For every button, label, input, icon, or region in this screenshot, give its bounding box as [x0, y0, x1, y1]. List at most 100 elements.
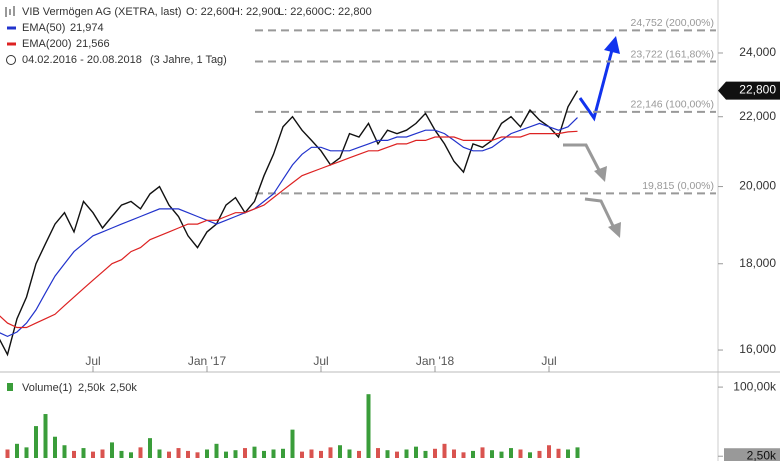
arrow-head — [594, 166, 607, 182]
x-tick-label: Jul — [313, 354, 328, 368]
volume-bar — [100, 449, 105, 458]
volume-bar — [556, 448, 561, 458]
date-range: 04.02.2016 - 20.08.2018 — [22, 54, 142, 66]
volume-legend-value: 2,50k — [110, 382, 137, 394]
volume-bar — [404, 449, 409, 458]
y-tick-label: 100,00k — [733, 379, 777, 393]
volume-bar — [157, 449, 162, 458]
arrow-down — [563, 143, 602, 173]
last-price-label: 22,800 — [739, 83, 776, 97]
volume-bar — [547, 445, 551, 458]
volume-bar — [72, 450, 76, 458]
ema-line — [0, 130, 578, 329]
volume-last-box — [724, 448, 780, 461]
fib-label: 22,146 (100,00%) — [631, 99, 714, 111]
volume-bar — [34, 426, 38, 458]
x-tick-label: Jul — [85, 354, 100, 368]
volume-bar — [518, 449, 523, 458]
volume-bar — [176, 448, 181, 458]
x-tick-label: Jul — [541, 354, 556, 368]
ohlc: H: 22,900 — [232, 6, 280, 18]
legend-label: EMA(50) — [22, 22, 65, 34]
volume-bar — [385, 450, 390, 458]
arrow-head — [604, 36, 620, 54]
volume-bar — [53, 436, 57, 458]
volume-bar — [461, 452, 466, 458]
ohlc: O: 22,600 — [186, 6, 234, 18]
y-tick-label: 24,000 — [739, 45, 776, 59]
y-tick-label: 2,50k — [747, 448, 777, 461]
volume-bar — [129, 452, 133, 458]
volume-bar — [252, 446, 257, 458]
volume-bar — [528, 452, 532, 458]
volume-bar — [471, 450, 475, 458]
volume-title: Volume(1) — [22, 382, 72, 394]
volume-bar — [148, 438, 152, 458]
arrow-head — [608, 222, 621, 238]
volume-bar — [376, 448, 380, 458]
volume-bar — [347, 449, 352, 458]
arrow-down — [584, 197, 616, 229]
price-line — [0, 90, 579, 357]
y-tick-label: 20,000 — [739, 179, 776, 193]
volume-bar — [5, 449, 10, 458]
volume-bar — [338, 445, 342, 458]
volume-bar — [452, 449, 456, 458]
x-tick-label: Jan '18 — [416, 354, 455, 368]
volume-bar — [110, 442, 114, 458]
clock-icon — [6, 55, 16, 65]
fib-label: 24,752 (200,00%) — [631, 17, 714, 29]
volume-bar — [442, 443, 447, 458]
volume-bar — [328, 447, 333, 458]
volume-bar — [91, 451, 95, 458]
volume-bar — [319, 450, 323, 458]
volume-bar — [537, 450, 542, 458]
legend-value: 21,566 — [76, 38, 110, 50]
volume-bar — [357, 450, 361, 458]
fib-label: 23,722 (161,80%) — [631, 48, 714, 60]
y-tick-label: 18,000 — [739, 256, 776, 270]
volume-bar — [423, 450, 428, 458]
y-tick-label: 22,000 — [739, 109, 776, 123]
volume-bar — [43, 414, 48, 458]
volume-bar — [414, 446, 418, 458]
volume-bar — [281, 448, 285, 458]
volume-bar — [575, 447, 580, 458]
volume-bar — [566, 449, 570, 458]
volume-bar — [243, 448, 247, 458]
volume-bar — [119, 450, 124, 458]
legend-label: EMA(200) — [22, 38, 72, 50]
volume-bar — [271, 449, 276, 458]
volume-bar — [195, 452, 200, 458]
arrow-up — [578, 49, 614, 122]
x-tick-label: Jan '17 — [188, 354, 227, 368]
volume-bar — [205, 449, 209, 458]
fib-label: 19,815 (0,00%) — [642, 180, 714, 192]
volume-bar — [300, 451, 304, 458]
volume-bar — [366, 394, 371, 458]
volume-bar — [499, 451, 504, 458]
volume-legend-value: 2,50k — [78, 382, 105, 394]
volume-bar — [167, 451, 171, 458]
volume-bar — [262, 450, 266, 458]
period: (3 Jahre, 1 Tag) — [150, 54, 227, 66]
volume-bar — [186, 450, 190, 458]
volume-bar — [62, 445, 67, 458]
legend-value: 21,974 — [70, 22, 104, 34]
volume-legend-swatch — [7, 383, 13, 391]
volume-bar — [309, 449, 314, 458]
y-tick-label: 16,000 — [739, 342, 776, 356]
volume-bar — [509, 448, 513, 458]
volume-bar — [395, 451, 399, 458]
ema-line — [0, 117, 578, 338]
volume-bar — [480, 447, 485, 458]
volume-bar — [224, 451, 228, 458]
chart-title: VIB Vermögen AG (XETRA, last) — [22, 6, 182, 18]
volume-bar — [81, 448, 86, 458]
header-icon — [5, 6, 15, 17]
volume-bar — [24, 447, 29, 458]
volume-bar — [138, 447, 143, 458]
volume-bar — [15, 443, 19, 458]
